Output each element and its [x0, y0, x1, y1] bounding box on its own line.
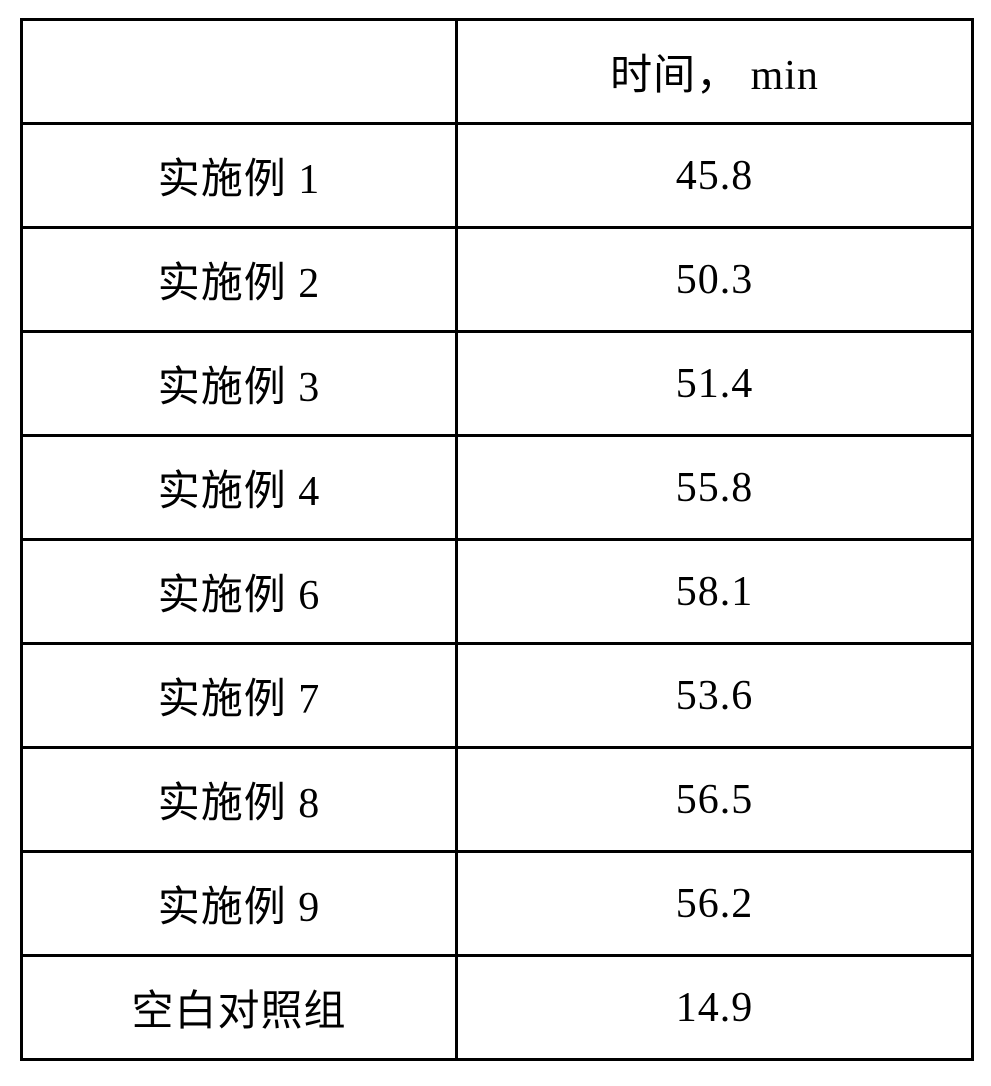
row-value: 55.8 [457, 436, 973, 540]
row-label: 实施例 8 [22, 748, 457, 852]
row-value: 50.3 [457, 228, 973, 332]
row-label: 实施例 1 [22, 124, 457, 228]
row-label: 实施例 3 [22, 332, 457, 436]
row-value: 56.5 [457, 748, 973, 852]
row-label: 实施例 4 [22, 436, 457, 540]
row-value: 45.8 [457, 124, 973, 228]
row-value: 56.2 [457, 852, 973, 956]
row-value: 58.1 [457, 540, 973, 644]
header-cell-time: 时间， min [457, 20, 973, 124]
table-row: 实施例 6 58.1 [22, 540, 973, 644]
data-table: 时间， min 实施例 1 45.8 实施例 2 50.3 实施例 3 51.4… [20, 18, 974, 1061]
table-row: 实施例 8 56.5 [22, 748, 973, 852]
table-row: 实施例 9 56.2 [22, 852, 973, 956]
table-row: 实施例 3 51.4 [22, 332, 973, 436]
table-row: 实施例 4 55.8 [22, 436, 973, 540]
row-value: 51.4 [457, 332, 973, 436]
row-label: 实施例 6 [22, 540, 457, 644]
row-label: 空白对照组 [22, 956, 457, 1060]
table-header-row: 时间， min [22, 20, 973, 124]
table-row: 实施例 2 50.3 [22, 228, 973, 332]
header-cell-blank [22, 20, 457, 124]
row-label: 实施例 7 [22, 644, 457, 748]
row-label: 实施例 2 [22, 228, 457, 332]
row-value: 14.9 [457, 956, 973, 1060]
table-row: 实施例 1 45.8 [22, 124, 973, 228]
table-row: 实施例 7 53.6 [22, 644, 973, 748]
row-label: 实施例 9 [22, 852, 457, 956]
table-row: 空白对照组 14.9 [22, 956, 973, 1060]
row-value: 53.6 [457, 644, 973, 748]
